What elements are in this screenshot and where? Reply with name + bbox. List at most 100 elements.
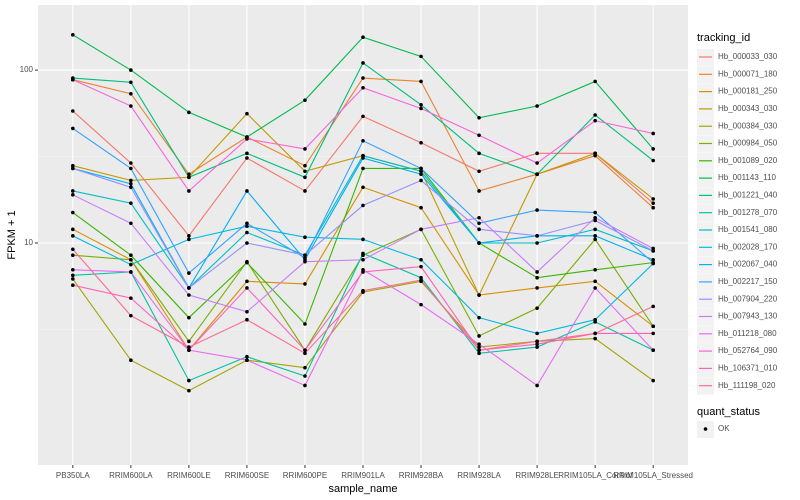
data-point [303, 322, 307, 326]
legend-label: Hb_106371_010 [718, 364, 778, 373]
legend-title: quant_status [697, 406, 760, 418]
data-point [477, 169, 481, 174]
data-point [535, 345, 539, 349]
data-point [477, 345, 481, 349]
data-point [187, 286, 191, 290]
data-point [303, 147, 307, 151]
data-point [419, 79, 423, 84]
data-point [129, 68, 133, 72]
x-tick-label: RRIM105LA_Control [558, 471, 632, 480]
data-point [71, 126, 75, 131]
data-point [245, 317, 249, 322]
data-point [535, 286, 539, 290]
data-point [535, 234, 539, 238]
data-point [303, 256, 307, 260]
x-tick-label: RRIM105LA_Stressed [613, 471, 693, 480]
data-point [245, 230, 249, 235]
data-point [535, 241, 539, 245]
data-point [477, 215, 481, 220]
data-point [71, 283, 75, 288]
data-point [593, 286, 597, 290]
data-point [593, 279, 597, 284]
data-point [71, 33, 75, 37]
data-point [651, 246, 655, 251]
legend-label: Hb_002067_040 [718, 260, 778, 269]
data-point [71, 193, 75, 197]
data-point [593, 237, 597, 242]
data-point [71, 273, 75, 278]
data-point [187, 378, 191, 383]
data-point [419, 140, 423, 145]
data-point [651, 197, 655, 201]
legend-label: Hb_000033_030 [718, 52, 778, 61]
data-point [477, 334, 481, 338]
data-point [303, 259, 307, 264]
data-point [129, 313, 133, 318]
data-point [361, 203, 365, 208]
legend-label: Hb_007943_130 [718, 312, 778, 321]
data-point [129, 262, 133, 267]
data-point [593, 331, 597, 336]
data-point [245, 221, 249, 226]
data-point [245, 310, 249, 314]
data-point [419, 302, 423, 307]
x-tick-label: RRIM600LE [167, 471, 211, 480]
data-point [535, 270, 539, 274]
data-point [129, 178, 133, 183]
data-point [419, 166, 423, 171]
data-point [419, 264, 423, 269]
data-point [593, 210, 597, 215]
data-point [651, 201, 655, 205]
data-point [71, 247, 75, 252]
data-point [187, 348, 191, 352]
data-point [245, 111, 249, 116]
data-point [477, 241, 481, 245]
legend-label: OK [718, 424, 730, 433]
data-point [245, 354, 249, 359]
data-point [651, 378, 655, 383]
data-point [71, 163, 75, 168]
data-point [361, 76, 365, 80]
data-point [303, 348, 307, 352]
data-point [361, 139, 365, 143]
data-point [593, 118, 597, 123]
data-point [651, 324, 655, 329]
data-point [477, 151, 481, 156]
legend-label: Hb_111198_020 [718, 381, 776, 390]
data-point [651, 304, 655, 309]
data-point [477, 133, 481, 138]
x-tick-label: RRIM600SE [225, 471, 269, 480]
legend-swatch [703, 427, 708, 431]
data-point [419, 169, 423, 174]
data-point [129, 185, 133, 190]
data-point [651, 348, 655, 352]
data-point [71, 253, 75, 258]
data-point [361, 257, 365, 262]
data-point [187, 339, 191, 344]
data-point [477, 293, 481, 297]
data-point [129, 161, 133, 165]
data-point [129, 166, 133, 171]
data-point [361, 166, 365, 171]
data-point [419, 278, 423, 282]
data-point [303, 383, 307, 388]
data-point [651, 257, 655, 262]
data-point [651, 158, 655, 163]
data-point [651, 260, 655, 265]
data-point [303, 235, 307, 240]
y-axis-title: FPKM + 1 [6, 210, 18, 259]
data-point [71, 234, 75, 238]
data-point [245, 241, 249, 245]
data-point [593, 113, 597, 117]
data-point [477, 227, 481, 232]
data-point [593, 218, 597, 223]
data-point [187, 189, 191, 193]
data-point [535, 208, 539, 212]
data-point [187, 110, 191, 115]
data-point [651, 205, 655, 210]
legend-label: Hb_001089_020 [718, 156, 778, 165]
data-point [187, 172, 191, 177]
data-point [593, 79, 597, 84]
data-point [303, 163, 307, 168]
legend-label: Hb_011218_080 [718, 329, 777, 338]
